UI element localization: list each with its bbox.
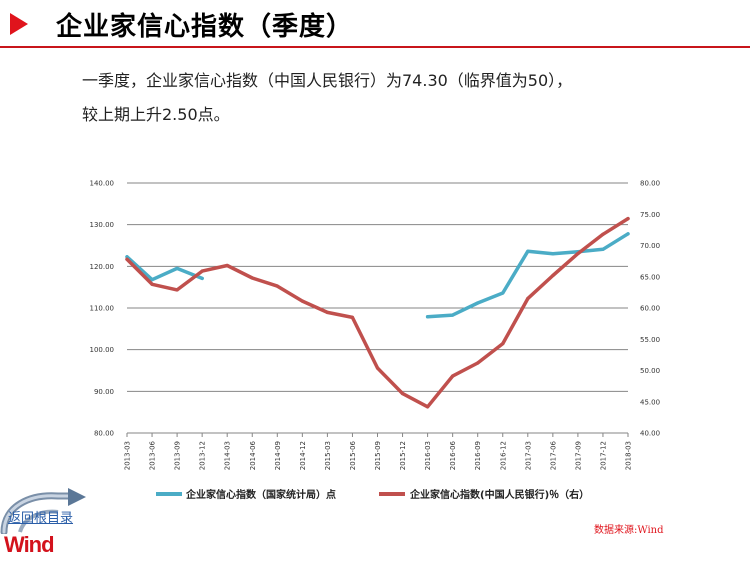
x-tick-label: 2014-09 <box>274 441 282 470</box>
y-right-tick-label: 65.00 <box>640 273 660 281</box>
data-point <box>551 252 555 256</box>
y-left-tick-label: 140.00 <box>90 180 115 188</box>
data-point <box>125 257 129 261</box>
data-source: 数据来源:Wind <box>594 525 664 536</box>
summary-line-1: 一季度，企业家信心指数（中国人民银行）为74.30（临界值为50）， <box>82 71 573 90</box>
y-right-tick-label: 50.00 <box>640 367 660 375</box>
y-right-tick-label: 75.00 <box>640 211 660 219</box>
data-point <box>300 299 304 303</box>
data-point <box>350 315 355 319</box>
y-right-tick-label: 70.00 <box>640 242 660 250</box>
data-point <box>451 313 455 317</box>
y-left-tick-label: 130.00 <box>90 221 115 229</box>
y-left-tick-label: 80.00 <box>94 430 114 438</box>
x-tick-label: 2015-06 <box>349 440 357 470</box>
x-tick-label: 2017-06 <box>549 440 557 470</box>
data-point <box>526 297 530 301</box>
data-point <box>125 255 129 259</box>
y-right-tick-label: 55.00 <box>640 336 660 344</box>
x-tick-label: 2015-09 <box>374 441 382 470</box>
x-tick-label: 2013-09 <box>174 441 182 470</box>
x-tick-label: 2014-03 <box>224 441 232 470</box>
data-point <box>426 315 430 319</box>
data-point <box>150 278 154 282</box>
return-arrow-icon <box>0 488 86 534</box>
y-right-tick-label: 60.00 <box>640 305 660 313</box>
x-tick-label: 2013-12 <box>199 441 207 470</box>
data-point <box>150 282 154 286</box>
y-left-tick-label: 110.00 <box>90 305 115 313</box>
series-line-1 <box>425 232 630 319</box>
data-point <box>551 273 555 278</box>
data-point <box>375 366 380 370</box>
data-point <box>175 288 179 292</box>
data-point <box>175 266 179 271</box>
x-tick-label: 2016-03 <box>424 441 432 470</box>
y-left-tick-label: 100.00 <box>90 346 115 354</box>
data-point <box>200 276 204 281</box>
data-point <box>601 232 605 236</box>
y-left-tick-label: 90.00 <box>94 388 114 396</box>
data-point <box>325 310 329 314</box>
data-point <box>451 374 455 378</box>
data-point <box>626 217 630 221</box>
data-point <box>250 276 254 280</box>
series-line-1 <box>125 255 204 282</box>
legend-label: 企业家信心指数(中国人民银行)％（右） <box>409 488 589 501</box>
data-point <box>275 284 279 288</box>
legend-label: 企业家信心指数（国家统计局）点 <box>185 488 336 501</box>
data-point <box>476 301 480 305</box>
x-tick-label: 2017-03 <box>524 441 532 470</box>
x-tick-label: 2016-06 <box>449 440 457 470</box>
data-point <box>576 252 580 256</box>
title-bar: 企业家信心指数（季度） <box>0 0 750 50</box>
x-tick-label: 2017-12 <box>599 441 607 470</box>
x-tick-label: 2015-03 <box>324 441 332 470</box>
x-tick-label: 2014-06 <box>249 440 257 470</box>
data-point <box>400 392 405 396</box>
x-tick-label: 2014-12 <box>299 441 307 470</box>
data-point <box>476 361 480 365</box>
y-right-tick-label: 45.00 <box>640 398 660 406</box>
summary-line-2: 较上期上升2.50点。 <box>82 105 230 124</box>
title-divider <box>0 46 750 48</box>
home-link-label[interactable]: 返回根目录 <box>8 511 74 526</box>
data-point <box>601 247 605 251</box>
x-tick-label: 2016-09 <box>474 441 482 470</box>
x-tick-label: 2015-12 <box>399 441 407 470</box>
page-title: 企业家信心指数（季度） <box>56 12 354 42</box>
series-line-2 <box>125 216 630 409</box>
data-point <box>501 291 505 295</box>
title-arrow-icon <box>10 13 28 35</box>
home-link-button[interactable]: 返回根目录 Wind <box>0 488 92 558</box>
y-right-tick-label: 40.00 <box>640 430 660 438</box>
x-tick-label: 2018-03 <box>625 441 633 470</box>
data-point <box>501 342 505 346</box>
x-tick-label: 2016-12 <box>499 441 507 470</box>
y-left-tick-label: 120.00 <box>90 263 115 271</box>
data-point <box>200 269 204 273</box>
wind-logo: Wind <box>4 532 55 557</box>
y-right-tick-label: 80.00 <box>640 180 660 188</box>
summary-text: 一季度，企业家信心指数（中国人民银行）为74.30（临界值为50）， 较上期上升… <box>82 64 702 132</box>
x-tick-label: 2013-03 <box>124 441 132 470</box>
data-point <box>225 263 229 268</box>
x-tick-label: 2017-09 <box>574 441 582 470</box>
x-tick-label: 2013-06 <box>149 440 157 470</box>
data-point <box>426 405 430 409</box>
data-point <box>526 249 530 253</box>
data-point <box>626 232 630 236</box>
